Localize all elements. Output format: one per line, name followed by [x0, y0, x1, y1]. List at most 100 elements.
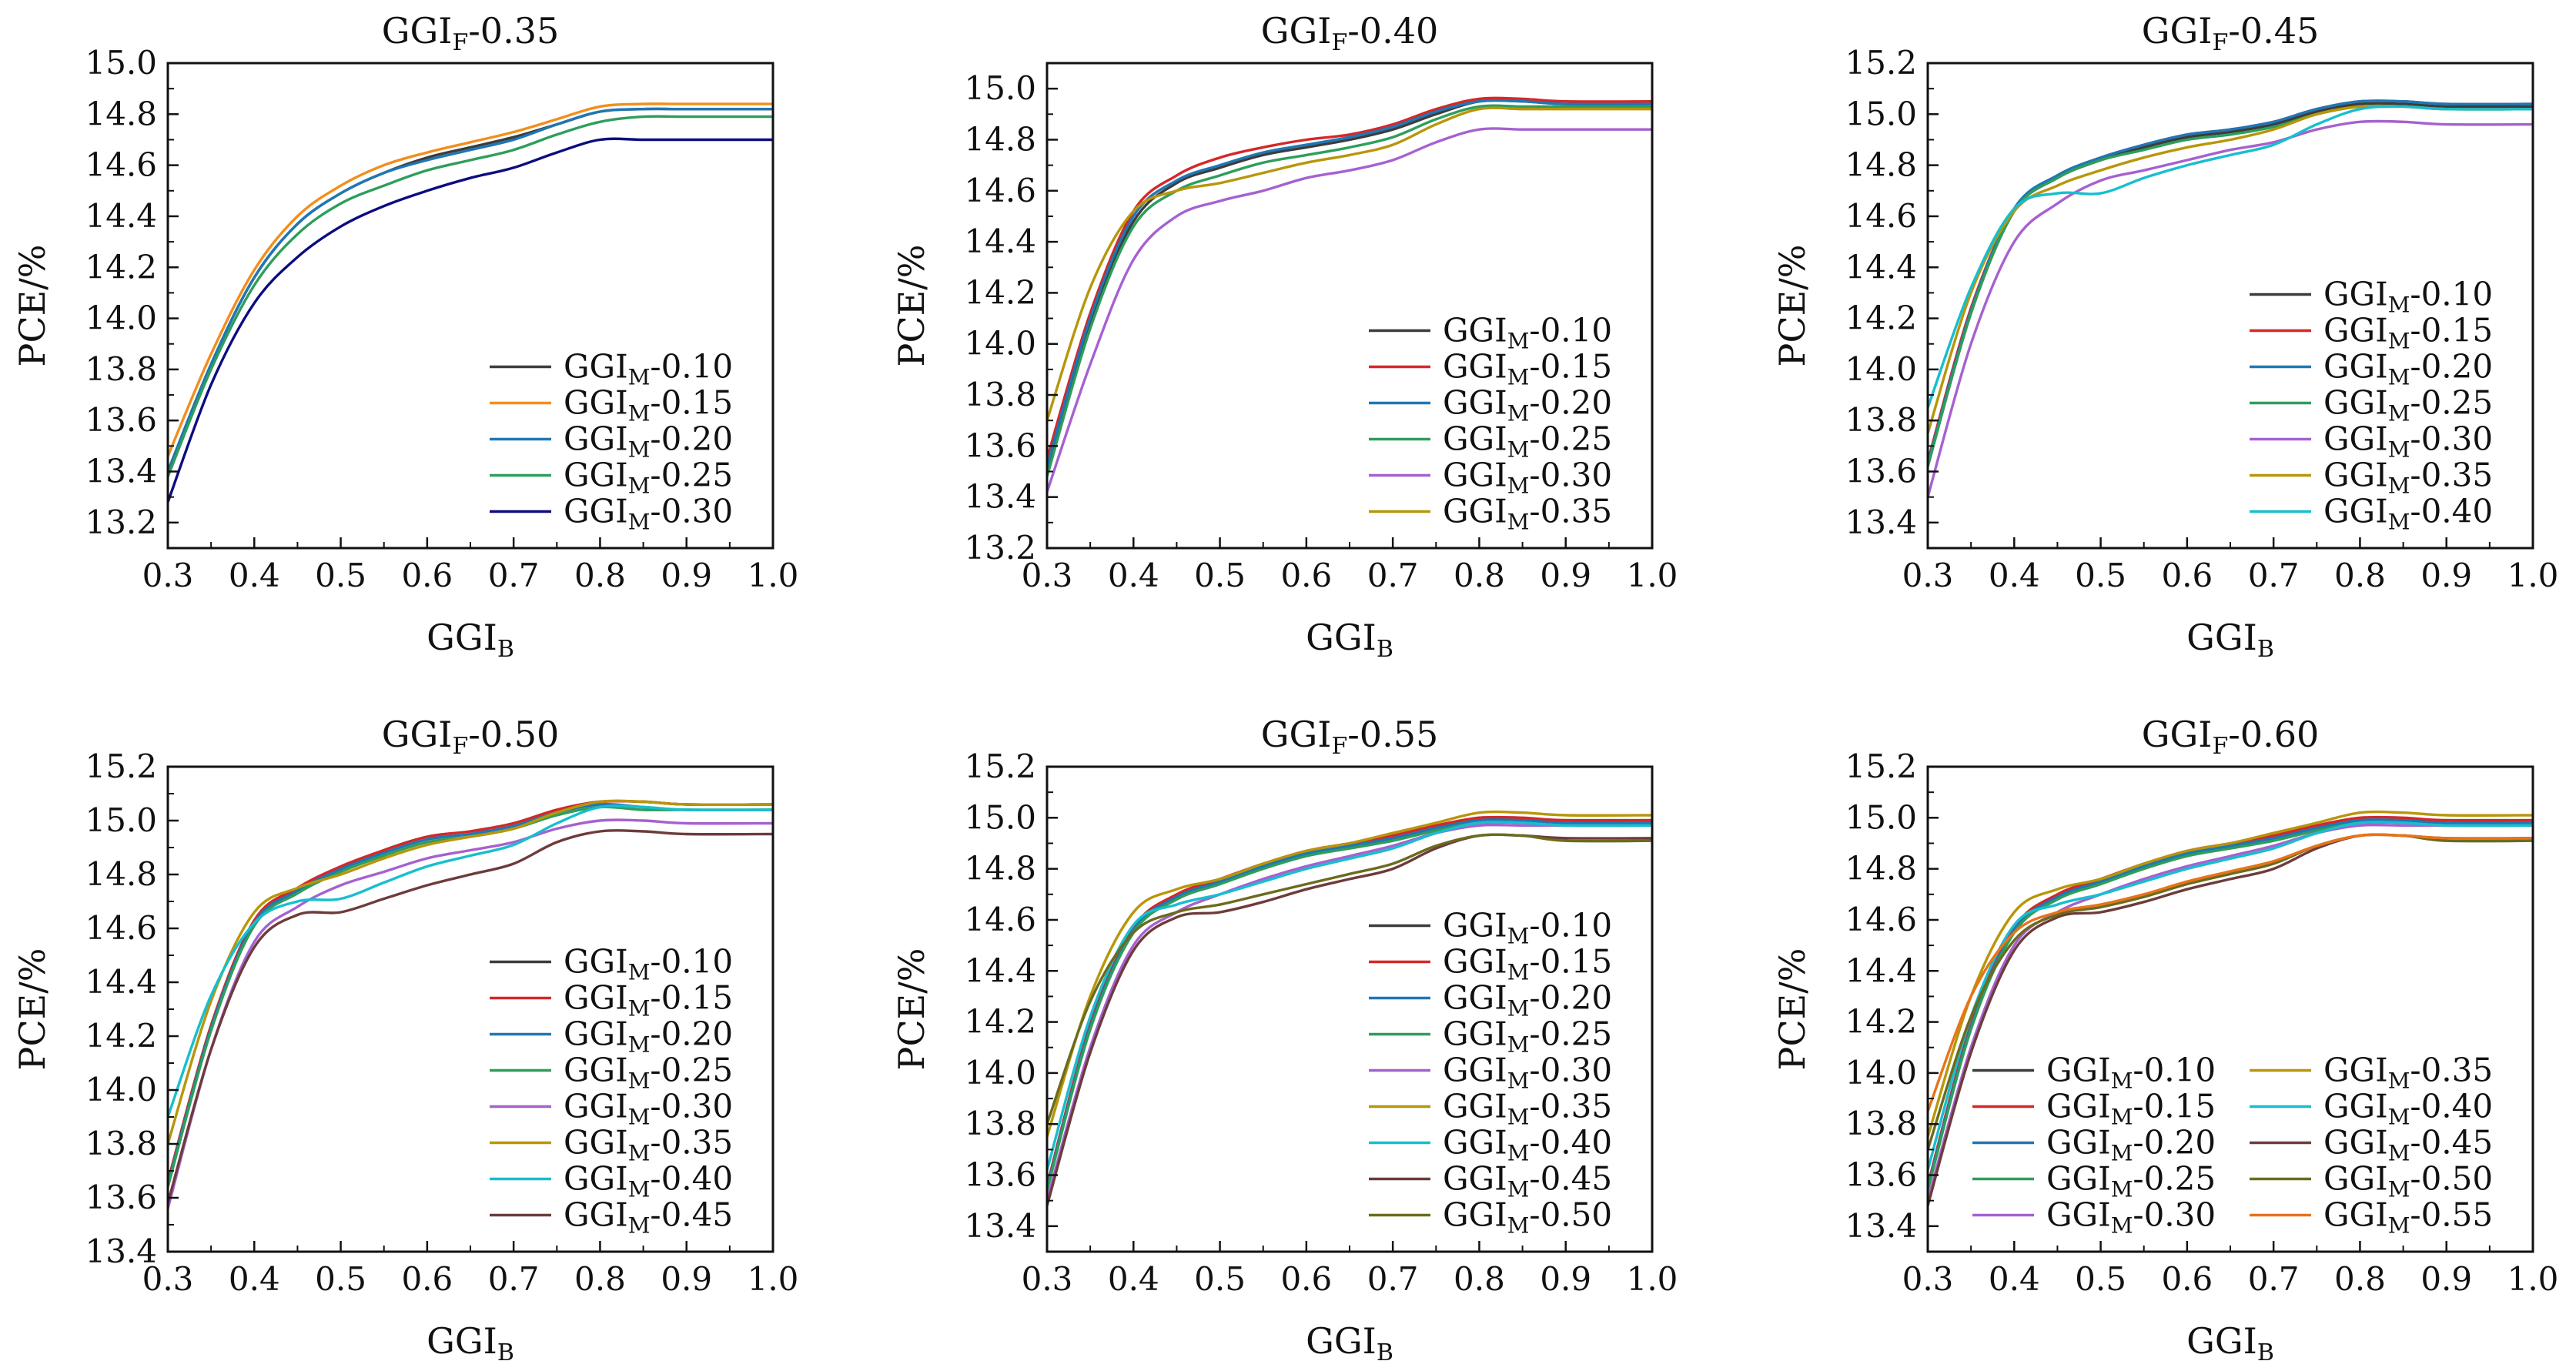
legend-item: GGIM-0.25 [490, 456, 733, 499]
y-tick-label: 15.2 [1845, 747, 1917, 785]
y-tick-label: 14.2 [1845, 299, 1917, 337]
y-tick-label: 14.4 [964, 222, 1036, 260]
y-tick-label: 15.2 [964, 747, 1036, 785]
panel-4: GGIF-0.50 0.3 0.4 0.5 0.6 0.7 0.8 0.9 1.0 13.4 13.… [12, 714, 798, 1366]
legend-label: GGIM-0.30 [1443, 1052, 1612, 1094]
y-tick-label: 13.6 [85, 1179, 157, 1216]
y-axis-label: PCE/% [1771, 245, 1813, 367]
y-tick-label: 13.6 [964, 1156, 1036, 1194]
series-line-0.45 [168, 829, 773, 1205]
x-tick-label: 0.6 [1280, 1260, 1332, 1298]
x-tick-label: 0.7 [488, 1260, 540, 1298]
legend-label: GGIM-0.10 [2046, 1052, 2216, 1094]
y-tick-label: 15.0 [1845, 95, 1917, 132]
legend-item: GGIM-0.10 [490, 943, 733, 985]
y-tick-label: 14.6 [964, 901, 1036, 938]
legend-item: GGIM-0.45 [490, 1196, 733, 1239]
legend-label: GGIM-0.30 [564, 493, 733, 535]
x-tick-label: 0.5 [1194, 1260, 1246, 1298]
series-line-0.25 [168, 805, 773, 1189]
legend-label: GGIM-0.45 [2323, 1124, 2493, 1166]
x-tick-label: 0.3 [142, 557, 194, 594]
legend-label: GGIM-0.45 [1443, 1160, 1612, 1202]
legend: GGIM-0.10GGIM-0.15GGIM-0.20GGIM-0.25GGIM… [490, 348, 733, 535]
legend-label: GGIM-0.40 [2323, 1088, 2493, 1130]
legend-item: GGIM-0.30 [490, 1088, 733, 1130]
legend-label: GGIM-0.15 [564, 384, 733, 426]
y-tick-label: 14.4 [964, 951, 1036, 989]
series-lines [1928, 810, 2533, 1207]
legend-label: GGIM-0.10 [2323, 276, 2493, 318]
y-tick-label: 13.8 [964, 1105, 1036, 1142]
y-tick-label: 13.8 [964, 376, 1036, 413]
x-tick-label: 0.9 [661, 557, 712, 594]
x-tick-label: 1.0 [2507, 1260, 2559, 1298]
y-tick-label: 13.4 [85, 1232, 157, 1270]
panel-title: GGIF-0.40 [1261, 10, 1438, 56]
y-tick-label: 13.8 [85, 350, 157, 388]
x-tick-label: 1.0 [748, 557, 799, 594]
y-tick-label: 14.0 [85, 299, 157, 337]
x-axis-label: GGIB [2186, 617, 2274, 663]
x-tick-label: 0.9 [1540, 557, 1591, 594]
y-tick-label: 14.0 [1845, 1054, 1917, 1092]
y-tick-label: 13.6 [964, 426, 1036, 464]
x-tick-label: 0.7 [2248, 1260, 2300, 1298]
legend-label: GGIM-0.35 [2323, 456, 2493, 499]
panel-6: GGIF-0.60 0.3 0.4 0.5 0.6 0.7 0.8 0.9 1.0 13.4 13.… [1771, 714, 2558, 1366]
x-tick-label: 0.7 [2248, 557, 2300, 594]
y-tick-label: 14.0 [964, 1054, 1036, 1092]
y-tick-label: 15.2 [1845, 44, 1917, 82]
x-tick-label: 0.7 [488, 557, 540, 594]
series-line-0.30 [1047, 823, 1652, 1202]
legend-item: GGIM-0.30 [1369, 1052, 1612, 1094]
legend-label: GGIM-0.10 [564, 348, 733, 390]
x-tick-label: 0.4 [1989, 557, 2040, 594]
y-tick-label: 13.8 [85, 1125, 157, 1162]
x-tick-label: 0.6 [401, 1260, 453, 1298]
y-tick-label: 13.8 [1845, 401, 1917, 439]
legend-label: GGIM-0.40 [2323, 493, 2493, 535]
x-tick-label: 0.5 [315, 557, 366, 594]
y-tick-label: 14.6 [964, 172, 1036, 209]
legend-item: GGIM-0.45 [1369, 1160, 1612, 1202]
legend-label: GGIM-0.35 [1443, 493, 1612, 535]
legend-item: GGIM-0.40 [490, 1160, 733, 1202]
y-tick-label: 15.0 [1845, 798, 1917, 836]
y-tick-label: 14.8 [1845, 850, 1917, 888]
legend-item: GGIM-0.25 [1369, 420, 1612, 463]
legend-label: GGIM-0.20 [1443, 384, 1612, 426]
y-tick-label: 14.8 [964, 850, 1036, 888]
x-tick-label: 0.5 [1194, 557, 1246, 594]
x-tick-label: 0.8 [2334, 557, 2386, 594]
legend-label: GGIM-0.20 [2046, 1124, 2216, 1166]
legend-label: GGIM-0.35 [2323, 1052, 2493, 1094]
x-tick-label: 1.0 [2507, 557, 2559, 594]
panel-title: GGIF-0.35 [382, 10, 559, 56]
legend-item: GGIM-0.25 [1972, 1160, 2216, 1202]
legend: GGIM-0.10GGIM-0.15GGIM-0.20GGIM-0.25GGIM… [1369, 312, 1612, 535]
panel-title: GGIF-0.45 [2142, 10, 2319, 56]
legend-label: GGIM-0.25 [1443, 420, 1612, 463]
legend-label: GGIM-0.10 [564, 943, 733, 985]
legend-item: GGIM-0.15 [1369, 943, 1612, 985]
x-tick-label: 0.8 [1454, 1260, 1505, 1298]
legend-label: GGIM-0.50 [2323, 1160, 2493, 1202]
legend-item: GGIM-0.25 [1369, 1015, 1612, 1058]
y-tick-label: 13.2 [85, 503, 157, 541]
series-lines [168, 799, 773, 1210]
series-lines [1928, 99, 2533, 499]
y-tick-label: 14.6 [1845, 901, 1917, 938]
legend-item: GGIM-0.35 [1369, 1088, 1612, 1130]
y-tick-label: 13.4 [85, 453, 157, 490]
legend-label: GGIM-0.20 [564, 420, 733, 463]
legend-item: GGIM-0.55 [2250, 1196, 2493, 1239]
legend-item: GGIM-0.20 [1972, 1124, 2216, 1166]
legend-label: GGIM-0.20 [1443, 979, 1612, 1022]
legend-item: GGIM-0.10 [1369, 907, 1612, 949]
y-tick-label: 14.0 [85, 1071, 157, 1109]
y-tick-label: 14.6 [85, 909, 157, 947]
legend-item: GGIM-0.20 [1369, 979, 1612, 1022]
legend-item: GGIM-0.10 [1972, 1052, 2216, 1094]
x-axis-label: GGIB [427, 1320, 514, 1366]
